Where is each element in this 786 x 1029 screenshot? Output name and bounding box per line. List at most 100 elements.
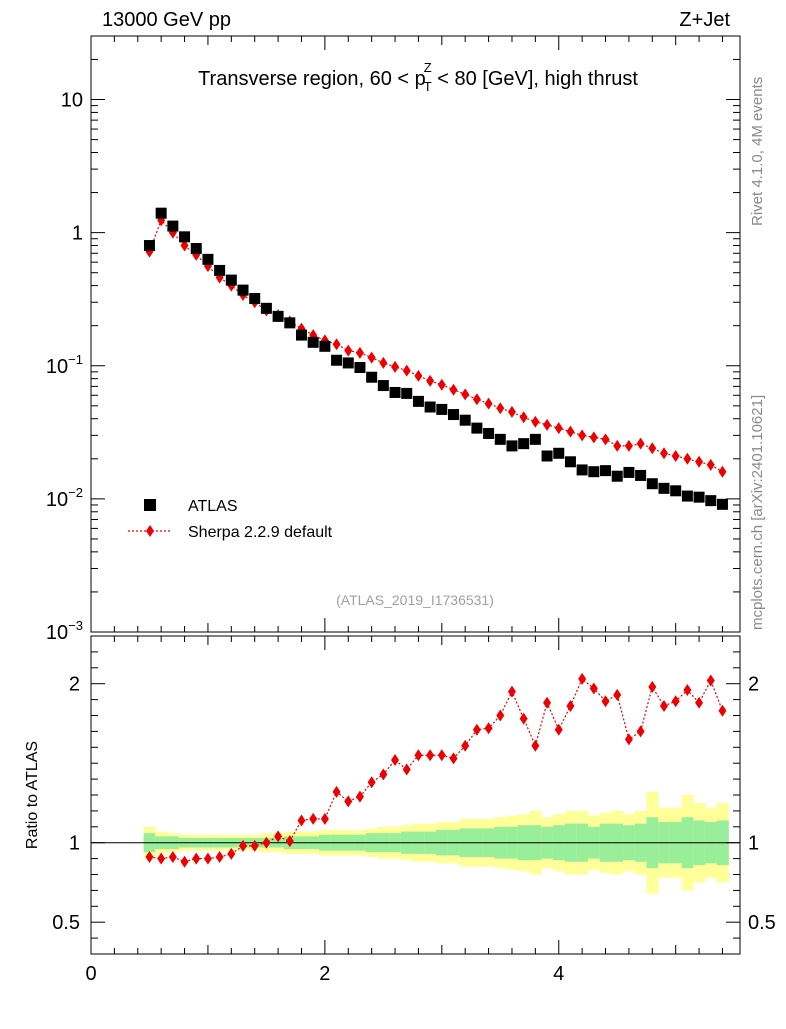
mc-point	[601, 433, 610, 446]
atlas-point	[494, 433, 506, 445]
main-y-tick-label: 10−2	[46, 485, 83, 511]
ratio-y-tick-label-right: 2	[748, 674, 759, 696]
mc-point	[683, 452, 692, 465]
x-tick-label: 2	[319, 963, 330, 985]
mc-ratio-point	[659, 699, 668, 712]
mc-ratio-point	[239, 839, 248, 852]
atlas-point	[307, 336, 319, 348]
ratio-y-tick-label-right: 0.5	[748, 912, 776, 934]
mc-ratio-point	[426, 749, 435, 762]
mc-point	[484, 397, 493, 410]
atlas-point	[448, 409, 460, 421]
ratio-y-tick-labels-left: 210.5	[52, 674, 80, 935]
atlas-point	[202, 253, 214, 265]
mc-point	[531, 415, 540, 428]
main-axis-ticks	[90, 35, 740, 633]
legend-mc-marker	[146, 525, 154, 537]
ratio-y-tick-label: 0.5	[52, 912, 80, 934]
atlas-point	[518, 438, 530, 450]
mc-ratio-point	[192, 852, 201, 865]
mc-point	[554, 422, 563, 435]
mc-ratio-point	[589, 682, 598, 695]
atlas-point	[354, 362, 366, 374]
mc-ratio-point	[391, 754, 400, 767]
mc-point	[414, 369, 423, 382]
mc-line	[148, 219, 723, 473]
atlas-point	[366, 371, 378, 383]
atlas-point	[588, 466, 600, 478]
mc-ratio-point	[285, 835, 294, 848]
mc-ratio-point	[262, 836, 271, 849]
mc-point	[636, 437, 645, 450]
energy-label: 13000 GeV pp	[102, 9, 231, 31]
ratio-panel-frame	[90, 635, 741, 955]
mc-ratio-point	[472, 723, 481, 736]
atlas-point	[600, 465, 612, 477]
mc-point	[648, 442, 657, 455]
mc-point	[391, 360, 400, 373]
mc-point	[695, 455, 704, 468]
mc-ratio-point	[297, 814, 306, 827]
mc-ratio-point	[344, 795, 353, 808]
ratio-y-axis-label: Ratio to ATLAS	[24, 741, 41, 849]
mc-ratio-point	[624, 733, 633, 746]
mc-ratio-point	[507, 685, 516, 698]
atlas-point	[658, 482, 670, 494]
mc-ratio-point	[414, 749, 423, 762]
atlas-point	[412, 395, 424, 407]
mc-point	[624, 439, 633, 452]
atlas-point	[646, 478, 658, 490]
atlas-point	[541, 450, 553, 462]
legend-atlas-label: ATLAS	[188, 498, 238, 515]
main-y-tick-label-exponent: −1	[68, 352, 83, 367]
mc-ratio-point	[519, 712, 528, 725]
mc-ratio-point	[180, 855, 189, 868]
atlas-point	[611, 470, 623, 482]
chart-title-pre: Transverse region, 60 < p	[198, 68, 426, 90]
main-y-tick-label-base: 10	[61, 90, 83, 112]
mc-point	[472, 393, 481, 406]
atlas-point	[401, 387, 413, 399]
main-y-tick-label: 10	[61, 90, 83, 112]
atlas-point	[272, 310, 284, 322]
mc-ratio-point	[250, 839, 259, 852]
chart-title-sup: Z	[424, 60, 432, 75]
mc-ratio-point	[671, 695, 680, 708]
main-y-tick-label: 10−3	[46, 618, 83, 644]
mc-point	[496, 402, 505, 415]
mc-point	[578, 429, 587, 442]
mc-point	[180, 239, 189, 252]
source-label: mcplots.cern.ch [arXiv:2401.10621]	[749, 395, 766, 630]
ratio-y-tick-label: 2	[69, 674, 80, 696]
atlas-point	[693, 491, 705, 503]
mc-ratio-point	[274, 830, 283, 843]
atlas-point	[705, 495, 717, 507]
analysis-id-label: (ATLAS_2019_I1736531)	[336, 592, 494, 608]
atlas-point	[237, 284, 249, 296]
main-y-tick-label-base: 10	[46, 622, 68, 644]
atlas-point	[249, 293, 261, 305]
process-label: Z+Jet	[679, 9, 730, 31]
mc-ratio-point	[215, 851, 224, 864]
x-tick-label: 0	[85, 963, 96, 985]
mc-ratio-point	[636, 725, 645, 738]
mc-point	[449, 383, 458, 396]
mc-ratio-point	[203, 852, 212, 865]
mc-point	[437, 378, 446, 391]
atlas-point	[459, 414, 471, 426]
atlas-point	[553, 447, 565, 459]
x-tick-labels: 0 2 4	[85, 963, 564, 985]
mc-ratio-point	[367, 776, 376, 789]
atlas-point	[143, 240, 155, 252]
mc-point	[543, 418, 552, 431]
legend-mc-label: Sherpa 2.2.9 default	[188, 524, 333, 541]
mc-point	[461, 388, 470, 401]
mc-point	[613, 439, 622, 452]
atlas-point	[179, 231, 191, 243]
mc-ratio-point	[157, 852, 166, 865]
mc-point	[671, 449, 680, 462]
ratio-y-tick-label: 1	[69, 833, 80, 855]
mc-ratio-point	[449, 752, 458, 765]
mc-point	[589, 431, 598, 444]
